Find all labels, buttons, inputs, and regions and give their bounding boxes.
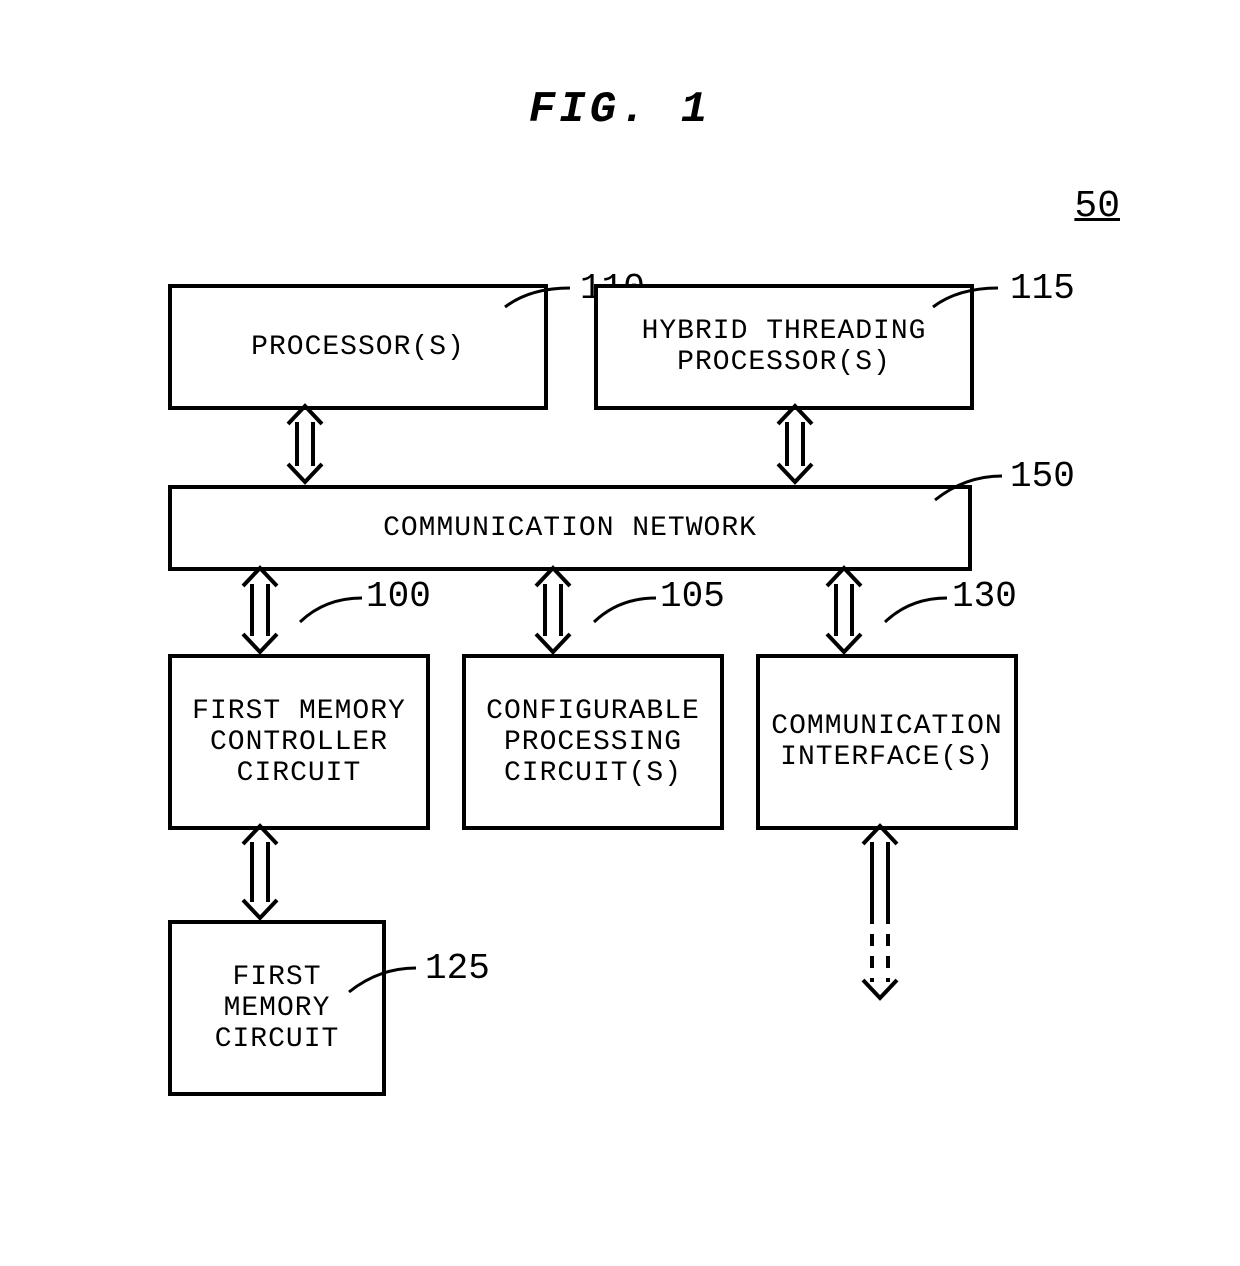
arrow-memctrl-memory xyxy=(243,826,277,918)
arrow-processors-network xyxy=(288,406,322,482)
arrows-layer xyxy=(0,0,1240,1266)
arrow-commif-external xyxy=(863,826,897,998)
arrow-network-config xyxy=(536,568,570,652)
arrow-network-memctrl xyxy=(243,568,277,652)
arrow-network-commif xyxy=(827,568,861,652)
arrow-hybrid-network xyxy=(778,406,812,482)
